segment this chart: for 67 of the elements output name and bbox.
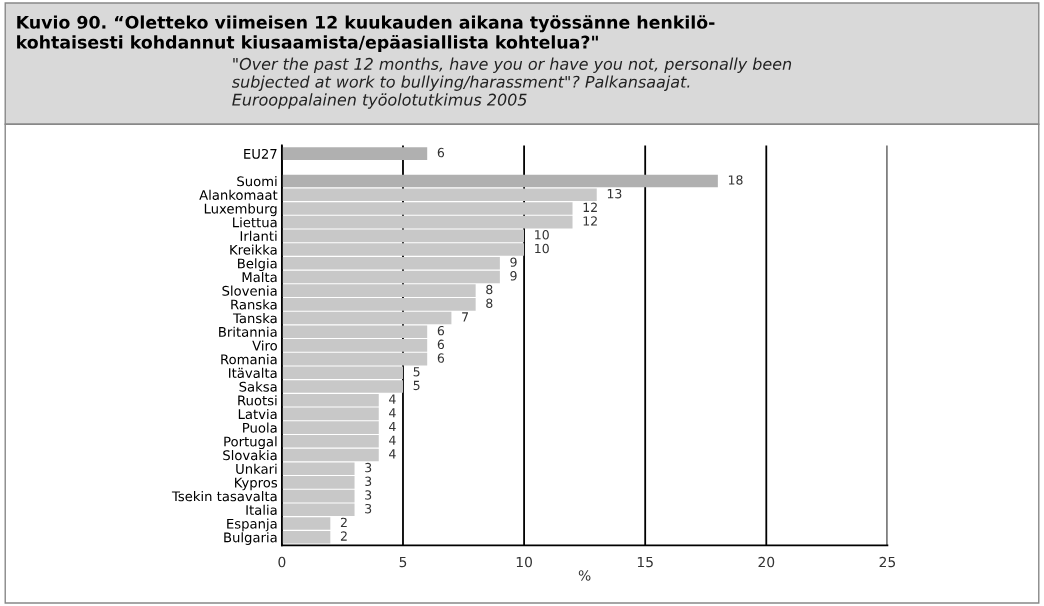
data-label: 4	[389, 408, 396, 418]
data-label: 8	[486, 284, 493, 295]
data-label: 3	[365, 476, 372, 487]
data-label: 9	[510, 257, 517, 267]
data-label: 4	[389, 435, 396, 445]
data-label: 12	[583, 216, 597, 226]
y-tick-label: Luxemburg	[204, 203, 277, 217]
y-tick-label: Italia	[246, 504, 277, 515]
y-tick-label: Espanja	[227, 518, 277, 532]
y-tick-label: Slovakia	[223, 449, 277, 461]
bar	[281, 147, 428, 160]
y-tick-label: Kreikka	[230, 244, 277, 255]
y-tick-label: Viro	[252, 340, 277, 351]
chart-subtitle: "Over the past 12 months, have you or have you not, personally been subjected at work to bullying/harassment"? Palkansaajat. Eurooppalainen työolotutkimus 2005	[231, 57, 792, 109]
y-tick-label: Puola	[243, 422, 277, 433]
x-tick-label: 0	[278, 556, 286, 568]
x-tick-label: 5	[399, 556, 407, 568]
data-label: 6	[437, 147, 445, 158]
y-tick-label: Unkari	[236, 463, 277, 474]
data-label: 3	[365, 462, 372, 473]
data-label: 4	[389, 421, 396, 432]
y-tick-label: Ranska	[231, 299, 277, 310]
data-label: 5	[413, 367, 420, 377]
data-label: 3	[365, 503, 372, 514]
y-tick-label: Itävalta	[229, 367, 277, 379]
x-tick-label: 20	[758, 556, 775, 568]
data-label: 10	[535, 230, 549, 240]
y-tick-label: Latvia	[238, 408, 277, 420]
data-label: 8	[486, 298, 493, 308]
y-tick-label: Malta	[242, 271, 277, 283]
data-label: 6	[437, 353, 445, 363]
data-label: 5	[413, 380, 420, 391]
y-tick-label: Belgia	[238, 258, 277, 271]
y-tick-label: Kypros	[235, 477, 278, 491]
y-tick-label: Alankomaat	[199, 189, 278, 200]
data-label: 2	[340, 517, 347, 527]
y-tick-label: Irlanti	[240, 230, 277, 242]
data-label: 3	[365, 490, 372, 500]
data-label: 4	[389, 394, 396, 404]
x-tick-label: 25	[879, 556, 896, 568]
y-tick-label: Liettua	[233, 217, 277, 228]
data-label: 18	[728, 175, 743, 185]
data-label: 13	[607, 188, 622, 199]
y-tick-label: Slovenia	[222, 285, 277, 296]
y-tick-label: Tanska	[232, 313, 277, 324]
data-label: 6	[437, 325, 445, 336]
x-axis-title: %	[578, 570, 591, 581]
data-label: 12	[583, 202, 597, 212]
y-tick-label: Suomi	[237, 176, 277, 187]
y-tick-label: Tsekin tasavalta	[171, 491, 277, 502]
data-label: 10	[535, 243, 549, 254]
y-tick-label: EU27	[244, 148, 277, 159]
y-tick-label: Britannia	[219, 326, 277, 337]
y-tick-label: Portugal	[224, 436, 277, 450]
x-tick-label: 15	[637, 556, 653, 568]
x-tick-label: 10	[516, 556, 532, 568]
y-tick-label: Ruotsi	[238, 395, 277, 406]
y-tick-label: Romania	[221, 354, 277, 365]
data-label: 9	[510, 271, 517, 281]
data-label: 2	[340, 531, 347, 541]
y-tick-label: Saksa	[239, 381, 277, 392]
data-label: 6	[437, 339, 445, 350]
data-label: 4	[389, 449, 396, 459]
chart-title: Kuvio 90. “Oletteko viimeisen 12 kuukauden aikana työssänne henkilö- kohtaisesti kohdannut kiusaamista/epäasiallista kohtelua?"	[17, 15, 715, 53]
data-label: 7	[462, 312, 468, 322]
bar	[281, 174, 718, 188]
y-tick-label: Bulgaria	[224, 532, 277, 545]
